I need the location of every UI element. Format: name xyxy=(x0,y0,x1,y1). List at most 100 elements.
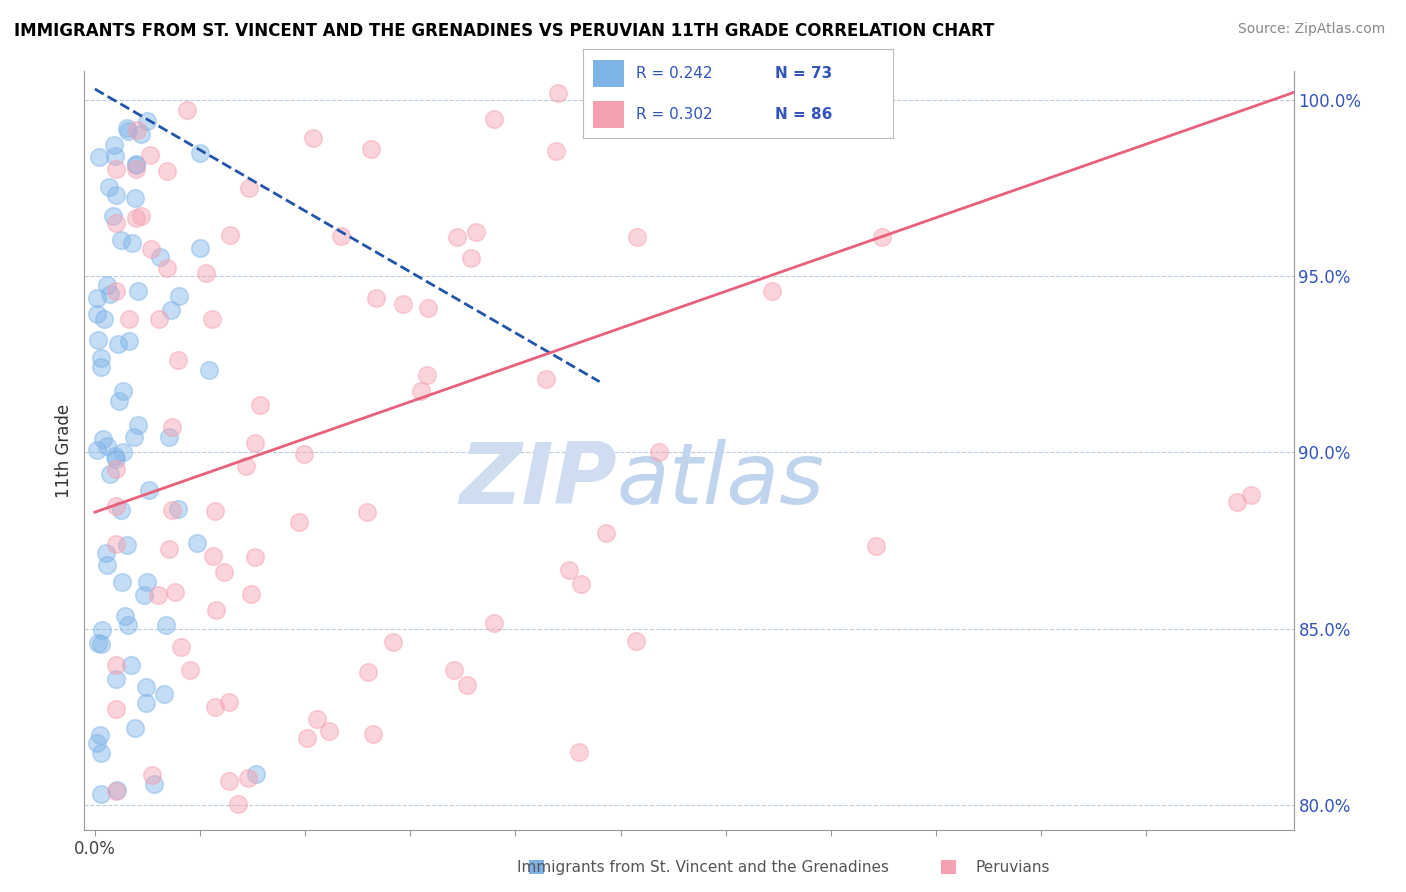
Point xyxy=(295,731,318,746)
Point xyxy=(381,635,404,649)
Point xyxy=(135,696,157,710)
Point xyxy=(201,549,224,564)
Point xyxy=(103,137,125,152)
Point xyxy=(91,432,114,446)
Point xyxy=(122,430,145,444)
Y-axis label: 11th Grade: 11th Grade xyxy=(55,403,73,498)
Point xyxy=(96,558,118,573)
Point xyxy=(124,211,146,226)
Point xyxy=(117,124,139,138)
Point xyxy=(117,334,139,349)
Point xyxy=(87,150,110,164)
Point xyxy=(160,503,183,517)
Point xyxy=(124,722,146,736)
Point xyxy=(90,747,112,761)
Point xyxy=(90,359,112,374)
Point xyxy=(568,745,591,759)
Point xyxy=(98,287,121,301)
Point xyxy=(204,504,226,518)
Point xyxy=(156,261,179,276)
Point xyxy=(117,618,139,632)
Bar xyxy=(941,860,956,874)
Point xyxy=(243,436,266,450)
Text: ZIP: ZIP xyxy=(458,439,616,523)
Point xyxy=(188,146,211,161)
Point xyxy=(118,312,141,326)
Point xyxy=(415,368,437,382)
Point xyxy=(456,677,478,691)
Point xyxy=(626,229,648,244)
Point xyxy=(148,588,170,602)
Point xyxy=(360,141,382,155)
Point xyxy=(148,312,170,326)
Point xyxy=(139,243,162,257)
Point xyxy=(364,291,387,305)
Point xyxy=(218,773,240,788)
Point xyxy=(235,459,257,474)
Point xyxy=(392,297,415,311)
Point xyxy=(160,303,183,318)
Point xyxy=(111,575,134,590)
Point xyxy=(547,86,569,100)
Point xyxy=(136,114,159,128)
Point xyxy=(482,616,505,631)
Point xyxy=(87,636,110,650)
Point xyxy=(94,546,117,560)
Point xyxy=(127,285,149,299)
Point xyxy=(97,179,120,194)
Point xyxy=(198,362,221,376)
Point xyxy=(115,538,138,552)
Point xyxy=(110,502,132,516)
Point xyxy=(443,663,465,677)
Point xyxy=(155,618,177,632)
Point xyxy=(105,451,128,466)
Point xyxy=(482,112,505,126)
Point xyxy=(136,574,159,589)
Text: N = 86: N = 86 xyxy=(775,107,832,121)
Text: R = 0.242: R = 0.242 xyxy=(636,66,713,80)
Point xyxy=(188,241,211,255)
Point xyxy=(125,158,148,172)
Point xyxy=(194,266,217,280)
Point xyxy=(205,603,228,617)
Point xyxy=(356,505,378,519)
Point xyxy=(104,449,127,463)
Point xyxy=(90,351,112,366)
Point xyxy=(138,483,160,497)
Point xyxy=(124,191,146,205)
Point xyxy=(86,291,108,305)
Point xyxy=(110,233,132,247)
Point xyxy=(105,187,128,202)
Point xyxy=(544,145,567,159)
Point xyxy=(648,445,671,459)
Text: N = 73: N = 73 xyxy=(775,66,832,80)
Text: Source: ZipAtlas.com: Source: ZipAtlas.com xyxy=(1237,22,1385,37)
Text: Peruvians: Peruvians xyxy=(976,860,1049,874)
Point xyxy=(292,447,315,461)
Point xyxy=(236,772,259,786)
Point xyxy=(104,783,127,797)
Point xyxy=(446,229,468,244)
Point xyxy=(330,229,353,244)
Point xyxy=(534,372,557,386)
Point xyxy=(112,445,135,459)
Point xyxy=(357,665,380,679)
Point xyxy=(129,127,152,141)
Point xyxy=(240,587,263,601)
Point xyxy=(465,226,488,240)
Point xyxy=(104,702,127,716)
Point xyxy=(104,499,127,513)
Point xyxy=(204,700,226,714)
Point xyxy=(361,727,384,741)
Point xyxy=(125,162,148,177)
Point xyxy=(149,250,172,264)
Point xyxy=(460,251,482,265)
Text: atlas: atlas xyxy=(616,439,824,523)
Point xyxy=(160,420,183,434)
Point xyxy=(243,550,266,565)
Point xyxy=(138,148,160,162)
Point xyxy=(91,624,114,638)
Text: IMMIGRANTS FROM ST. VINCENT AND THE GRENADINES VS PERUVIAN 11TH GRADE CORRELATIO: IMMIGRANTS FROM ST. VINCENT AND THE GREN… xyxy=(14,22,994,40)
Point xyxy=(166,352,188,367)
Point xyxy=(121,235,143,250)
